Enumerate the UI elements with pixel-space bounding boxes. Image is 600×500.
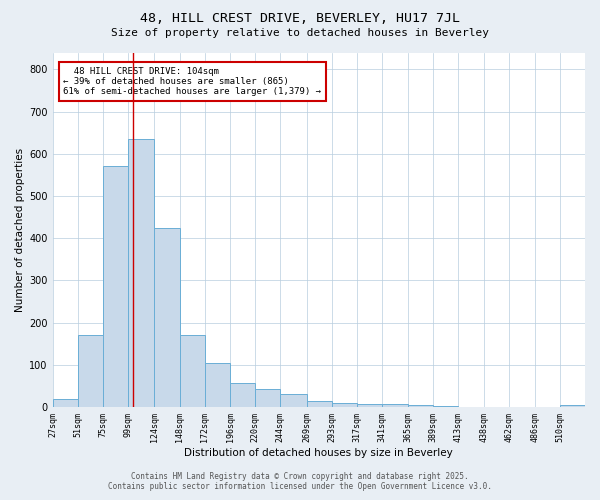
Bar	[179, 336, 205, 407]
Bar	[205, 363, 230, 407]
Bar	[382, 404, 407, 407]
Bar	[407, 405, 433, 407]
Text: Contains HM Land Registry data © Crown copyright and database right 2025.
Contai: Contains HM Land Registry data © Crown c…	[108, 472, 492, 491]
Bar	[103, 166, 128, 407]
Bar	[255, 390, 280, 407]
Bar	[154, 228, 179, 407]
Bar	[53, 398, 78, 407]
Bar	[307, 401, 332, 407]
Bar	[78, 336, 103, 407]
Text: Size of property relative to detached houses in Beverley: Size of property relative to detached ho…	[111, 28, 489, 38]
Bar	[280, 394, 307, 407]
Bar	[357, 404, 382, 407]
Text: 48 HILL CREST DRIVE: 104sqm  
← 39% of detached houses are smaller (865)
61% of : 48 HILL CREST DRIVE: 104sqm ← 39% of det…	[63, 66, 321, 96]
Text: 48, HILL CREST DRIVE, BEVERLEY, HU17 7JL: 48, HILL CREST DRIVE, BEVERLEY, HU17 7JL	[140, 12, 460, 26]
Bar	[230, 383, 255, 407]
X-axis label: Distribution of detached houses by size in Beverley: Distribution of detached houses by size …	[184, 448, 453, 458]
Bar	[332, 403, 357, 407]
Bar	[560, 404, 585, 407]
Bar	[128, 139, 154, 407]
Y-axis label: Number of detached properties: Number of detached properties	[15, 148, 25, 312]
Bar	[433, 406, 458, 407]
